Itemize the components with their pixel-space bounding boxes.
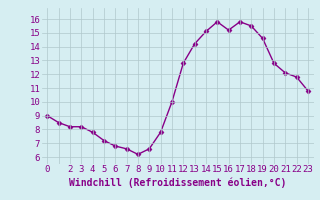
X-axis label: Windchill (Refroidissement éolien,°C): Windchill (Refroidissement éolien,°C) [69,177,286,188]
